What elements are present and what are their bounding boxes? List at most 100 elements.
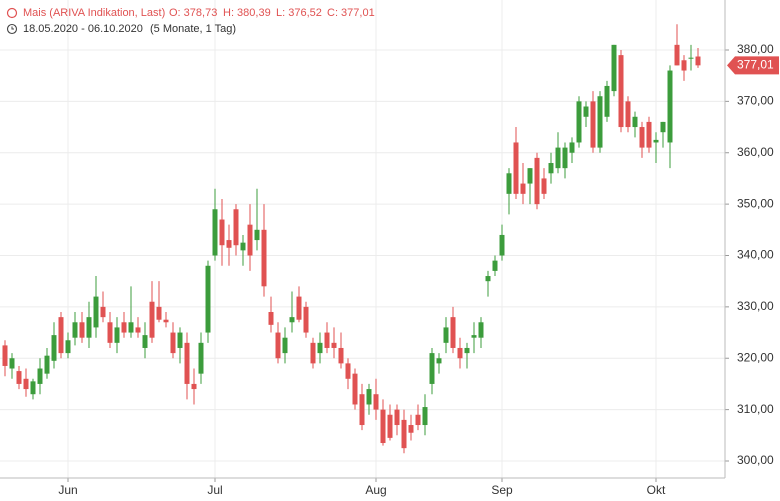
candle-body bbox=[170, 332, 176, 354]
candle-body bbox=[142, 335, 148, 348]
ohlc-close: C: 377,01 bbox=[327, 7, 375, 19]
x-tick-label: Sep bbox=[491, 483, 513, 497]
candle-body bbox=[436, 358, 442, 364]
candle-body bbox=[177, 332, 183, 348]
series-icon bbox=[6, 7, 18, 19]
period: (5 Monate, 1 Tag) bbox=[150, 23, 236, 35]
candle-body bbox=[667, 70, 673, 143]
candle-body bbox=[548, 163, 554, 174]
candle-body bbox=[681, 60, 687, 71]
y-tick-label: 350,00 bbox=[737, 196, 774, 210]
candle-body bbox=[359, 394, 365, 426]
candle-body bbox=[520, 183, 526, 194]
header: Mais (ARIVA Indikation, Last) O: 378,73 … bbox=[6, 7, 375, 35]
chart-title: Mais (ARIVA Indikation, Last) bbox=[23, 7, 165, 19]
candle-body bbox=[345, 363, 351, 379]
candle-body bbox=[443, 327, 449, 343]
candle-body bbox=[562, 147, 568, 169]
candle-body bbox=[401, 419, 407, 449]
candle-body bbox=[422, 407, 428, 426]
candle-body bbox=[23, 378, 29, 390]
candle-body bbox=[114, 327, 120, 343]
candle-body bbox=[380, 409, 386, 444]
candle-body bbox=[541, 178, 547, 194]
y-tick-label: 310,00 bbox=[737, 402, 774, 416]
candle-body bbox=[576, 101, 582, 143]
candle-body bbox=[457, 347, 463, 359]
candle-body bbox=[156, 306, 162, 320]
candle-body bbox=[597, 96, 603, 148]
candle-body bbox=[590, 101, 596, 148]
candle-body bbox=[618, 55, 624, 128]
y-tick-label: 380,00 bbox=[737, 42, 774, 56]
candle-body bbox=[16, 371, 22, 384]
clock-hands bbox=[11, 26, 14, 30]
candle-body bbox=[506, 173, 512, 194]
candle-body bbox=[2, 345, 8, 366]
candle-body bbox=[429, 353, 435, 384]
candle-body bbox=[191, 383, 197, 390]
candle-body bbox=[415, 414, 421, 426]
candle-body bbox=[149, 301, 155, 338]
candle-body bbox=[268, 312, 274, 325]
candle-body bbox=[695, 56, 701, 66]
candle-body bbox=[79, 322, 85, 338]
candle-body bbox=[583, 106, 589, 117]
candle-body bbox=[478, 322, 484, 338]
candle-body bbox=[289, 317, 295, 323]
candle-body bbox=[394, 409, 400, 426]
candle-body bbox=[534, 157, 540, 205]
candle-body bbox=[135, 327, 141, 333]
candle-body bbox=[527, 168, 533, 184]
candle-body bbox=[660, 121, 666, 133]
candle-body bbox=[338, 347, 344, 364]
candle-body bbox=[366, 389, 372, 405]
candle-body bbox=[373, 394, 379, 410]
x-tick-label: Jun bbox=[58, 483, 77, 497]
candle-body bbox=[492, 260, 498, 271]
candle-body bbox=[331, 342, 337, 348]
candle-body bbox=[555, 147, 561, 169]
candle-body bbox=[205, 265, 211, 333]
candle-body bbox=[72, 322, 78, 338]
candle-body bbox=[44, 355, 50, 374]
candle-body bbox=[450, 317, 456, 348]
candle-body bbox=[86, 317, 92, 338]
y-tick-label: 360,00 bbox=[737, 145, 774, 159]
candle-body bbox=[317, 342, 323, 354]
candle-body bbox=[464, 347, 470, 354]
candle-body bbox=[275, 332, 281, 359]
candle-body bbox=[632, 116, 638, 128]
candle-body bbox=[30, 381, 36, 395]
y-tick-label: 300,00 bbox=[737, 453, 774, 467]
candle-body bbox=[261, 229, 267, 287]
y-tick-label: 320,00 bbox=[737, 350, 774, 364]
candle-body bbox=[324, 332, 330, 348]
y-tick-label: 330,00 bbox=[737, 299, 774, 313]
x-tick-label: Okt bbox=[647, 483, 666, 497]
candle-body bbox=[163, 319, 169, 323]
candle-body bbox=[184, 342, 190, 384]
candle-body bbox=[240, 242, 246, 251]
candle-body bbox=[625, 101, 631, 128]
candle-body bbox=[219, 219, 225, 246]
last-price-tag bbox=[727, 56, 779, 75]
candle-body bbox=[65, 340, 71, 354]
candle-body bbox=[58, 317, 64, 354]
candle-body bbox=[569, 142, 575, 153]
candle-body bbox=[387, 414, 393, 438]
candle-body bbox=[9, 358, 15, 369]
ohlc-high: H: 380,39 bbox=[223, 7, 271, 19]
candle-body bbox=[233, 209, 239, 246]
candle-body bbox=[639, 127, 645, 148]
y-tick-label: 370,00 bbox=[737, 94, 774, 108]
candle-body bbox=[352, 373, 358, 405]
y-tick-label: 340,00 bbox=[737, 248, 774, 262]
candle-body bbox=[107, 322, 113, 343]
candle-body bbox=[282, 337, 288, 354]
candle-body bbox=[674, 44, 680, 66]
candle-body bbox=[226, 240, 232, 248]
candle-body bbox=[310, 342, 316, 364]
candle-body bbox=[128, 322, 134, 333]
